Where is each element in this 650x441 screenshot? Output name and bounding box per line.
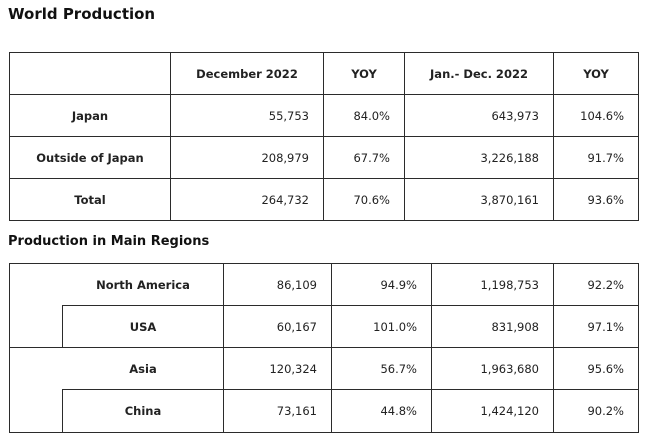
table-cell: 94.9% bbox=[380, 277, 417, 292]
table-rule bbox=[638, 52, 639, 221]
table-rule bbox=[62, 389, 639, 390]
table-cell: 104.6% bbox=[580, 108, 624, 123]
table-cell: 1,963,680 bbox=[480, 361, 539, 376]
row-label-china: China bbox=[124, 404, 162, 418]
table-cell: 44.8% bbox=[380, 404, 417, 418]
table-rule bbox=[331, 263, 332, 433]
row-label-outside-japan: Outside of Japan bbox=[36, 150, 144, 165]
table-rule bbox=[9, 52, 10, 221]
table-rule bbox=[62, 305, 639, 306]
table-cell: 101.0% bbox=[373, 319, 417, 334]
table-rule bbox=[9, 136, 639, 137]
table-rule bbox=[638, 263, 639, 433]
table-rule bbox=[9, 263, 639, 264]
table-cell: 120,324 bbox=[269, 361, 317, 376]
row-label-usa: USA bbox=[129, 319, 157, 334]
world-production-title: World Production bbox=[8, 5, 156, 23]
column-header-jan-dec: Jan.- Dec. 2022 bbox=[430, 66, 528, 81]
table-cell: 1,198,753 bbox=[480, 277, 539, 292]
table-cell: 93.6% bbox=[587, 192, 624, 207]
table-cell: 91.7% bbox=[587, 150, 624, 165]
column-header-yoy: YOY bbox=[351, 66, 377, 81]
table-cell: 73,161 bbox=[276, 404, 317, 418]
row-label-total: Total bbox=[74, 192, 106, 207]
table-cell: 95.6% bbox=[587, 361, 624, 376]
table-cell: 67.7% bbox=[353, 150, 390, 165]
table-cell: 643,973 bbox=[491, 108, 539, 123]
row-label-asia: Asia bbox=[129, 361, 157, 376]
table-rule bbox=[553, 52, 554, 221]
column-header-yoy-ytd: YOY bbox=[583, 66, 609, 81]
row-label-japan: Japan bbox=[71, 108, 109, 123]
table-rule bbox=[404, 52, 405, 221]
table-rule bbox=[431, 263, 432, 433]
table-cell: 60,167 bbox=[276, 319, 317, 334]
table-rule bbox=[9, 347, 639, 348]
table-cell: 97.1% bbox=[587, 319, 624, 334]
table-rule bbox=[9, 220, 639, 221]
table-rule bbox=[553, 263, 554, 433]
table-rule bbox=[62, 305, 63, 347]
table-cell: 264,732 bbox=[261, 192, 309, 207]
table-rule bbox=[9, 52, 639, 53]
table-cell: 55,753 bbox=[268, 108, 309, 123]
main-regions-title: Production in Main Regions bbox=[8, 234, 210, 249]
column-header-december: December 2022 bbox=[196, 66, 298, 81]
table-cell: 208,979 bbox=[261, 150, 309, 165]
table-cell: 90.2% bbox=[587, 404, 624, 418]
table-cell: 86,109 bbox=[276, 277, 317, 292]
table-cell: 831,908 bbox=[491, 319, 539, 334]
table-cell: 70.6% bbox=[353, 192, 390, 207]
table-cell: 3,226,188 bbox=[480, 150, 539, 165]
table-rule bbox=[323, 52, 324, 221]
table-cell: 3,870,161 bbox=[480, 192, 539, 207]
table-cell: 84.0% bbox=[353, 108, 390, 123]
table-rule bbox=[9, 178, 639, 179]
table-cell: 56.7% bbox=[380, 361, 417, 376]
table-cell: 92.2% bbox=[587, 277, 624, 292]
table-rule bbox=[9, 432, 639, 433]
table-rule bbox=[223, 263, 224, 433]
row-label-north-america: North America bbox=[96, 277, 190, 292]
table-rule bbox=[9, 94, 639, 95]
table-rule bbox=[170, 52, 171, 221]
table-rule bbox=[9, 263, 10, 433]
table-rule bbox=[62, 389, 63, 433]
table-cell: 1,424,120 bbox=[480, 404, 539, 418]
